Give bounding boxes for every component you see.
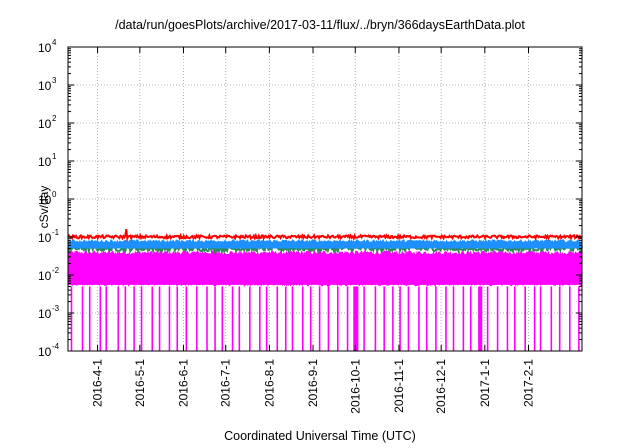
y-tick-label: 10 [38, 117, 52, 131]
series-magenta-lower [68, 271, 582, 287]
y-tick-label: 10 [38, 307, 52, 321]
y-tick-exponent: 3 [52, 76, 57, 85]
y-tick-exponent: 0 [52, 190, 57, 199]
y-tick-exponent: -2 [52, 266, 60, 275]
x-tick-label: 2016-6-1 [176, 359, 190, 407]
x-axis-label: Coordinated Universal Time (UTC) [224, 429, 416, 443]
x-tick-label: 2016-12-1 [434, 359, 448, 414]
y-tick-label: 10 [38, 345, 52, 359]
y-tick-label: 10 [38, 193, 52, 207]
y-tick-exponent: 1 [52, 152, 57, 161]
y-tick-label: 10 [38, 41, 52, 55]
plot-frame [67, 46, 583, 352]
y-tick-exponent: 2 [52, 114, 57, 123]
x-tick-label: 2016-5-1 [133, 359, 147, 407]
y-tick-exponent: -3 [52, 304, 60, 313]
x-tick-label: 2016-7-1 [219, 359, 233, 407]
x-tick-label: 2016-11-1 [392, 359, 406, 413]
chart-title: /data/run/goesPlots/archive/2017-03-11/f… [115, 18, 525, 32]
x-tick-label: 2016-4-1 [91, 359, 105, 407]
series-blue-band [68, 239, 582, 249]
series-red-line [67, 229, 583, 242]
y-tick-exponent: 4 [52, 38, 57, 47]
x-tick-label: 2016-10-1 [348, 359, 362, 414]
x-tick-label: 2017-2-1 [521, 359, 535, 407]
y-tick-label: 10 [38, 231, 52, 245]
y-tick-exponent: -1 [52, 228, 60, 237]
y-tick-label: 10 [38, 79, 52, 93]
x-tick-label: 2017-1-1 [478, 359, 492, 407]
series-magenta-gap [479, 286, 483, 351]
x-tick-label: 2016-8-1 [262, 359, 276, 407]
y-tick-label: 10 [38, 269, 52, 283]
y-tick-label: 10 [38, 155, 52, 169]
series-magenta-gap [353, 286, 358, 351]
x-tick-label: 2016-9-1 [306, 359, 320, 407]
y-tick-exponent: -4 [52, 342, 60, 351]
